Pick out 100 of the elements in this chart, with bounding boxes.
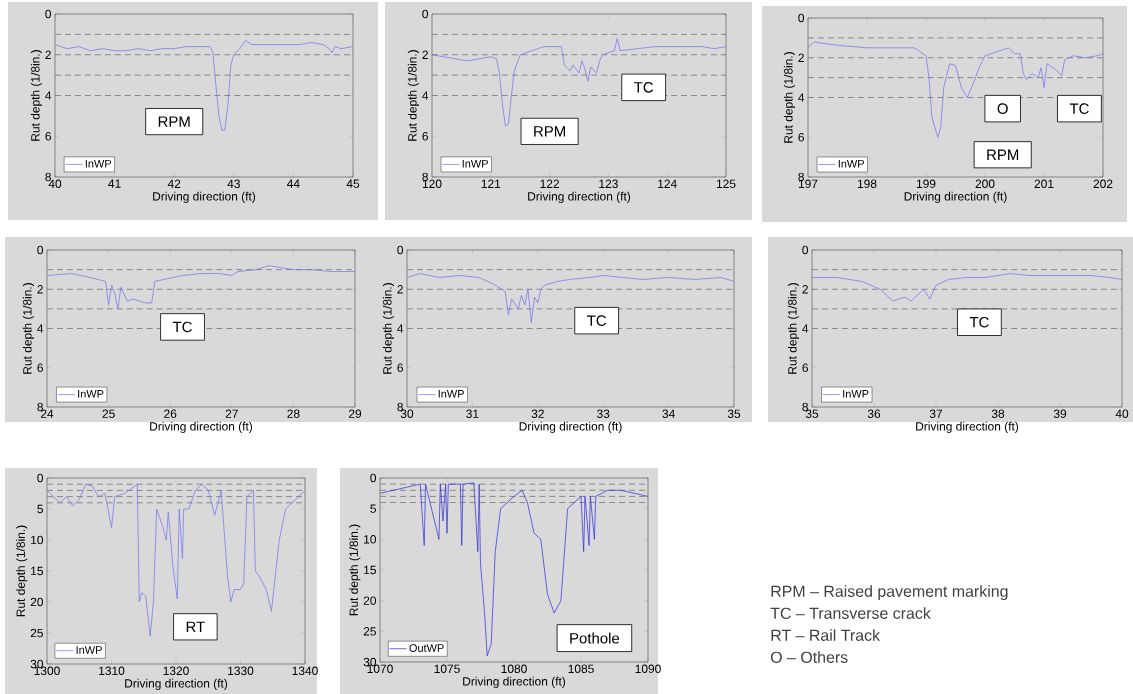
y-tick-label: 0 xyxy=(37,245,44,255)
y-tick-label: 5 xyxy=(370,504,376,513)
x-axis-title: Driving direction (ft) xyxy=(916,421,1019,433)
y-tick-label: 2 xyxy=(37,285,43,294)
y-tick-label: 6 xyxy=(37,363,43,372)
y-tick-label: 0 xyxy=(422,9,429,19)
x-tick-label: 39 xyxy=(1053,409,1067,418)
x-tick-label: 1085 xyxy=(568,664,594,673)
x-tick-label: 28 xyxy=(287,409,300,418)
x-tick-label: 35 xyxy=(805,409,819,418)
x-tick-label: 1320 xyxy=(163,666,189,675)
y-tick-label: 6 xyxy=(45,132,51,141)
y-tick-label: 0 xyxy=(798,13,805,23)
y-tick-label: 5 xyxy=(37,504,43,514)
y-tick-label: 2 xyxy=(45,50,51,59)
annotation: RPM xyxy=(158,116,190,127)
y-tick-label: 8 xyxy=(802,402,808,412)
x-tick-label: 41 xyxy=(108,179,121,188)
x-axis-title: Driving direction (ft) xyxy=(519,421,622,433)
annotation: TC xyxy=(172,321,192,333)
y-tick-label: 6 xyxy=(798,133,804,142)
x-tick-label: 27 xyxy=(225,409,238,418)
x-tick-label: 36 xyxy=(867,409,881,418)
x-tick-label: 25 xyxy=(102,409,115,418)
y-tick-label: 25 xyxy=(30,628,43,638)
legend-label: OutWP xyxy=(409,644,444,652)
annotation: RPM xyxy=(987,149,1019,160)
legend-label: InWP xyxy=(76,646,102,654)
text: TC – Transverse crack xyxy=(770,607,931,619)
x-tick-label: 32 xyxy=(531,409,544,418)
legend-label: InWP xyxy=(85,159,112,168)
x-tick-label: 33 xyxy=(597,409,610,418)
x-tick-label: 26 xyxy=(164,409,177,418)
y-axis-title: Rut depth (1/8in.) xyxy=(349,524,361,616)
annotation: TC xyxy=(587,315,607,326)
x-tick-label: 122 xyxy=(540,179,559,188)
y-tick-label: 0 xyxy=(397,245,404,255)
x-axis-title: Driving direction (ft) xyxy=(153,191,256,203)
x-tick-label: 40 xyxy=(1115,409,1129,418)
x-axis-title: Driving direction (ft) xyxy=(125,678,228,690)
annotation: RT xyxy=(186,621,205,632)
x-axis-title: Driving direction (ft) xyxy=(463,676,566,688)
y-tick-label: 4 xyxy=(422,91,429,100)
legend-label: InWP xyxy=(838,160,864,168)
y-axis-title: Rut depth (1/8in.) xyxy=(22,283,34,374)
x-tick-label: 35 xyxy=(727,409,741,418)
y-tick-label: 4 xyxy=(397,324,404,333)
x-tick-label: 45 xyxy=(346,179,360,188)
annotation: TC xyxy=(969,316,989,328)
x-tick-label: 44 xyxy=(287,179,300,188)
x-tick-label: 121 xyxy=(481,179,501,188)
x-tick-label: 38 xyxy=(991,409,1005,418)
y-tick-label: 8 xyxy=(37,402,43,412)
legend-label: InWP xyxy=(462,159,488,168)
y-tick-label: 2 xyxy=(397,285,403,294)
y-tick-label: 8 xyxy=(397,402,403,412)
x-tick-label: 123 xyxy=(599,179,618,188)
y-tick-label: 4 xyxy=(45,91,52,100)
x-tick-label: 31 xyxy=(466,409,479,418)
y-tick-label: 2 xyxy=(798,53,804,62)
y-axis-title: Rut depth (1/8in.) xyxy=(16,525,28,617)
x-tick-label: 1340 xyxy=(292,666,318,675)
y-tick-label: 4 xyxy=(798,93,805,102)
text: RPM – Raised pavement marking xyxy=(771,585,1008,601)
x-tick-label: 124 xyxy=(658,179,677,188)
x-tick-label: 1080 xyxy=(501,664,527,673)
y-tick-label: 15 xyxy=(31,566,43,576)
y-tick-label: 10 xyxy=(364,535,377,544)
annotation: TC xyxy=(1069,103,1089,114)
y-tick-label: 0 xyxy=(802,245,809,255)
text: RT – Rail Track xyxy=(771,629,881,641)
y-tick-label: 20 xyxy=(363,596,377,605)
x-tick-label: 43 xyxy=(227,179,240,188)
y-tick-label: 4 xyxy=(802,324,809,333)
annotation: Pothole xyxy=(570,632,620,644)
x-tick-label: 24 xyxy=(40,409,54,418)
y-axis-title: Rut depth (1/8in.) xyxy=(787,283,799,374)
y-tick-label: 20 xyxy=(30,597,44,607)
x-tick-label: 1090 xyxy=(635,664,661,673)
y-axis-title: Rut depth (1/8in.) xyxy=(407,50,419,141)
x-tick-label: 42 xyxy=(167,179,181,188)
x-tick-label: 201 xyxy=(1034,179,1054,188)
x-tick-label: 199 xyxy=(916,179,936,188)
x-axis-title: Driving direction (ft) xyxy=(528,191,631,203)
x-tick-label: 37 xyxy=(929,409,943,418)
y-tick-label: 2 xyxy=(802,285,808,294)
annotation: TC xyxy=(634,82,654,93)
legend-label: InWP xyxy=(843,390,869,398)
x-tick-label: 29 xyxy=(348,409,362,418)
y-tick-label: 15 xyxy=(364,565,376,575)
y-tick-label: 25 xyxy=(363,627,376,636)
x-axis-title: Driving direction (ft) xyxy=(150,421,253,433)
x-tick-label: 1310 xyxy=(99,666,125,675)
y-tick-label: 4 xyxy=(37,324,44,333)
x-tick-label: 202 xyxy=(1093,179,1113,188)
text: O – Others xyxy=(770,651,848,663)
legend-label: InWP xyxy=(78,390,104,398)
x-tick-label: 1330 xyxy=(228,666,254,675)
x-tick-label: 200 xyxy=(975,179,995,188)
legend-label: InWP xyxy=(438,390,464,398)
